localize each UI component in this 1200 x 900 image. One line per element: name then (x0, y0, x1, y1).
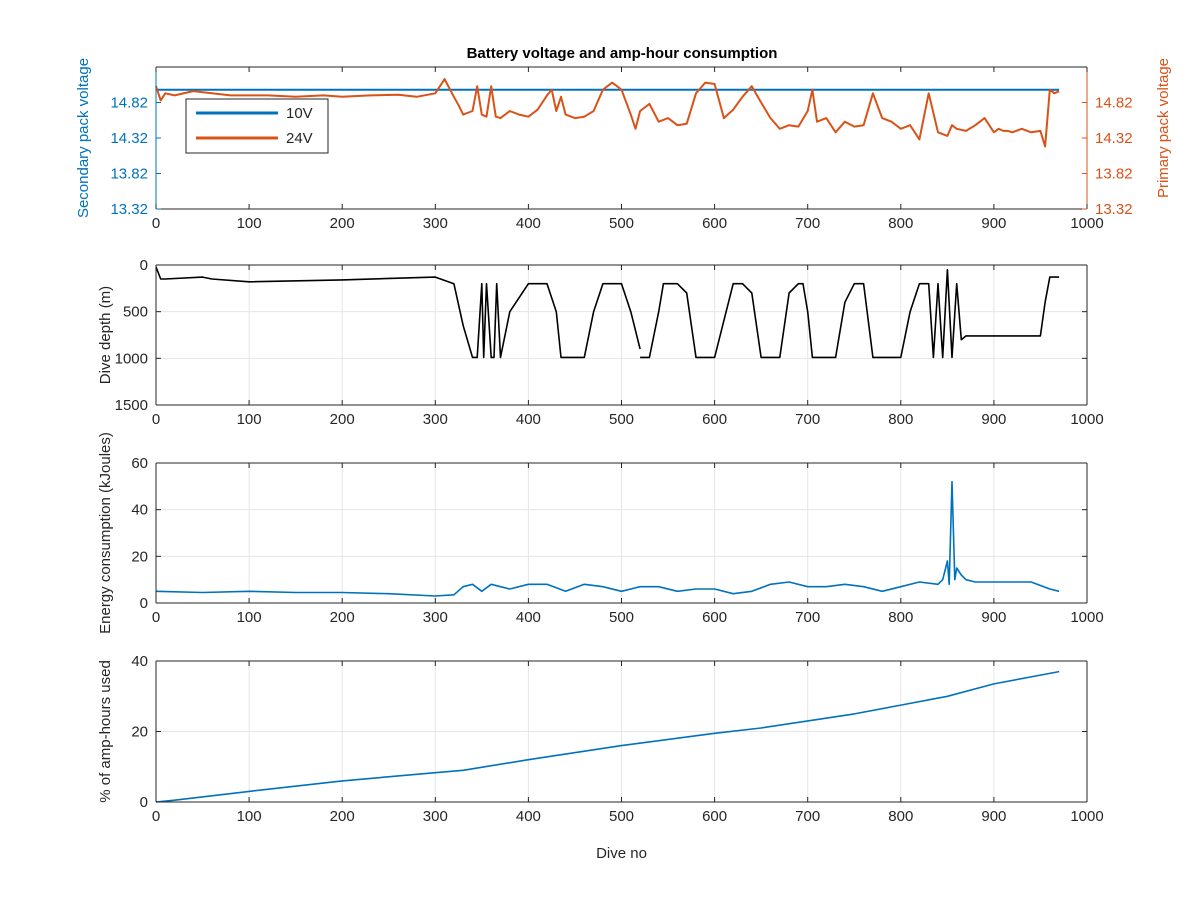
y-tick-label: 0 (140, 257, 148, 274)
y-axis-label-left: Secondary pack voltage (75, 58, 92, 218)
x-tick-label: 700 (795, 609, 820, 626)
x-tick-label: 300 (423, 411, 448, 428)
y-tick-label: 0 (140, 595, 148, 612)
y-tick-label: 13.32 (110, 201, 148, 218)
panels: 0 100 200 300 400 500 600 700 800 900 100013.3213.… (75, 58, 1172, 862)
x-tick-label: 800 (888, 411, 913, 428)
y-axis-label: Dive depth (m) (97, 286, 114, 384)
x-tick-label: 400 (516, 609, 541, 626)
x-tick-label: 200 (330, 808, 355, 825)
legend-label-10V: 10V (286, 105, 313, 122)
chart-panel-2: 0 100 200 300 400 500 600 700 800 900 1000 0 500 1000… (97, 257, 1104, 428)
x-axis-label: Dive no (596, 845, 647, 862)
x-tick-label: 700 (795, 215, 820, 232)
x-tick-label: 100 (237, 808, 262, 825)
x-tick-label: 900 (981, 411, 1006, 428)
x-tick-label: 700 (795, 411, 820, 428)
y-tick-label-right: 14.32 (1095, 130, 1133, 147)
y-tick-label: 500 (123, 304, 148, 321)
x-tick-label: 300 (423, 215, 448, 232)
x-tick-label: 300 (423, 609, 448, 626)
y-axis-label-right: Primary pack voltage (1155, 58, 1172, 198)
y-tick-label: 14.82 (110, 95, 148, 112)
legend-label-24V: 24V (286, 130, 313, 147)
y-tick-label: 0 (140, 794, 148, 811)
y-tick-label-right: 14.82 (1095, 95, 1133, 112)
x-tick-label: 600 (702, 609, 727, 626)
x-tick-label: 0 (152, 215, 160, 232)
y-tick-label: 20 (131, 548, 148, 565)
series-line-24V (155, 78, 1060, 148)
x-tick-label: 400 (516, 215, 541, 232)
x-tick-label: 500 (609, 808, 634, 825)
x-tick-label: 800 (888, 808, 913, 825)
y-axis-label: Energy consumption (kJoules) (97, 432, 114, 634)
y-axis-label: % of amp-hours used (97, 660, 114, 803)
series-line-4-1 (155, 670, 1060, 803)
chart-panel-4: 0 100 200 300 400 500 600 700 800 900 1000 0 20 40 % o… (97, 653, 1104, 862)
x-tick-label: 200 (330, 609, 355, 626)
x-tick-label: 1000 (1070, 609, 1103, 626)
legend-box (185, 98, 329, 154)
x-tick-label: 1000 (1070, 808, 1103, 825)
x-tick-label: 100 (237, 609, 262, 626)
y-tick-label: 40 (131, 502, 148, 519)
x-tick-label: 1000 (1070, 215, 1103, 232)
y-tick-label: 13.82 (110, 166, 148, 183)
y-tick-label-right: 13.82 (1095, 166, 1133, 183)
x-tick-label: 400 (516, 411, 541, 428)
x-tick-label: 600 (702, 808, 727, 825)
x-tick-label: 900 (981, 609, 1006, 626)
x-tick-label: 800 (888, 609, 913, 626)
x-tick-label: 0 (152, 411, 160, 428)
x-tick-label: 300 (423, 808, 448, 825)
x-tick-label: 200 (330, 215, 355, 232)
x-tick-label: 100 (237, 215, 262, 232)
figure-title: Battery voltage and amp-hour consumption (467, 45, 778, 62)
x-tick-label: 900 (981, 808, 1006, 825)
y-tick-label: 14.32 (110, 130, 148, 147)
x-tick-label: 700 (795, 808, 820, 825)
x-tick-label: 100 (237, 411, 262, 428)
x-tick-label: 500 (609, 411, 634, 428)
y-tick-label: 1500 (115, 397, 148, 414)
x-tick-label: 0 (152, 808, 160, 825)
y-tick-label: 20 (131, 724, 148, 741)
x-tick-label: 900 (981, 215, 1006, 232)
series-line-2-1 (155, 266, 1060, 359)
x-tick-label: 200 (330, 411, 355, 428)
chart-panel-1: 0 100 200 300 400 500 600 700 800 900 100013.3213.… (75, 58, 1172, 232)
x-tick-label: 0 (152, 609, 160, 626)
y-tick-label-right: 13.32 (1095, 201, 1133, 218)
y-tick-label: 1000 (115, 350, 148, 367)
x-tick-label: 1000 (1070, 411, 1103, 428)
series-line-3-1 (155, 480, 1060, 597)
y-tick-label: 40 (131, 653, 148, 670)
x-tick-label: 400 (516, 808, 541, 825)
x-tick-label: 600 (702, 215, 727, 232)
y-tick-label: 60 (131, 455, 148, 472)
x-tick-label: 500 (609, 215, 634, 232)
x-tick-label: 600 (702, 411, 727, 428)
chart-panel-3: 0 100 200 300 400 500 600 700 800 900 1000 0 20 40 60 E… (97, 432, 1104, 634)
x-tick-label: 800 (888, 215, 913, 232)
x-tick-label: 500 (609, 609, 634, 626)
